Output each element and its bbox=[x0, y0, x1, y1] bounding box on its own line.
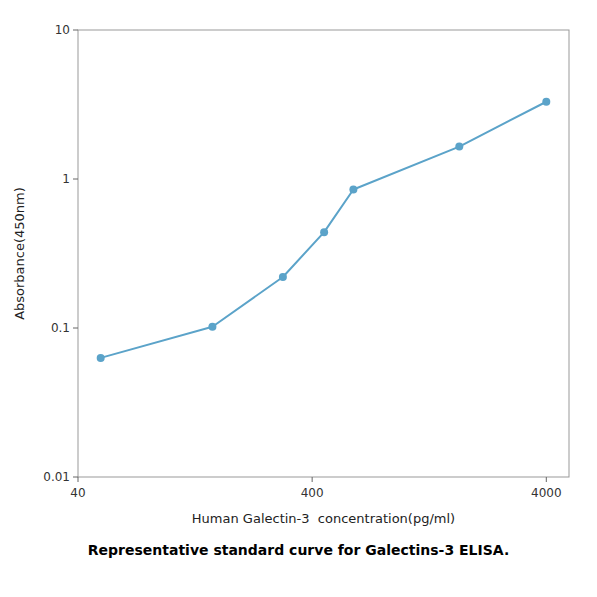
y-tick bbox=[73, 477, 78, 478]
y-tick bbox=[73, 30, 78, 31]
plot-frame bbox=[78, 30, 569, 477]
chart-svg: 40 400 4000 0.01 0.1 1 10 Human Galectin-3 conc… bbox=[0, 0, 597, 597]
y-tick bbox=[73, 179, 78, 180]
y-axis-label: Absorbance(450nm) bbox=[12, 187, 27, 320]
x-tick-label: 40 bbox=[70, 486, 85, 500]
chart-container: 40 400 4000 0.01 0.1 1 10 Human Galectin-3 conc… bbox=[0, 0, 597, 597]
data-point bbox=[320, 228, 328, 236]
x-tick-label: 4000 bbox=[531, 486, 562, 500]
y-tick bbox=[73, 328, 78, 329]
x-tick bbox=[312, 477, 313, 482]
data-point bbox=[208, 323, 216, 331]
caption: Representative standard curve for Galect… bbox=[88, 542, 509, 558]
y-tick-label: 0.1 bbox=[51, 321, 70, 335]
y-tick-label: 1 bbox=[62, 172, 70, 186]
y-tick-label: 0.01 bbox=[43, 470, 70, 484]
series-group bbox=[97, 98, 551, 362]
data-point bbox=[542, 98, 550, 106]
x-tick bbox=[546, 477, 547, 482]
x-tick bbox=[78, 477, 79, 482]
data-point bbox=[455, 143, 463, 151]
data-line bbox=[101, 102, 547, 358]
data-point bbox=[349, 186, 357, 194]
data-point bbox=[97, 354, 105, 362]
x-tick-label: 400 bbox=[301, 486, 324, 500]
data-point bbox=[279, 273, 287, 281]
x-axis-label: Human Galectin-3 concentration(pg/ml) bbox=[192, 511, 455, 526]
y-tick-label: 10 bbox=[55, 23, 70, 37]
